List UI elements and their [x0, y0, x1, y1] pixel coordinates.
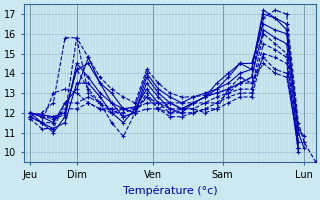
X-axis label: Température (°c): Température (°c) [123, 185, 217, 196]
